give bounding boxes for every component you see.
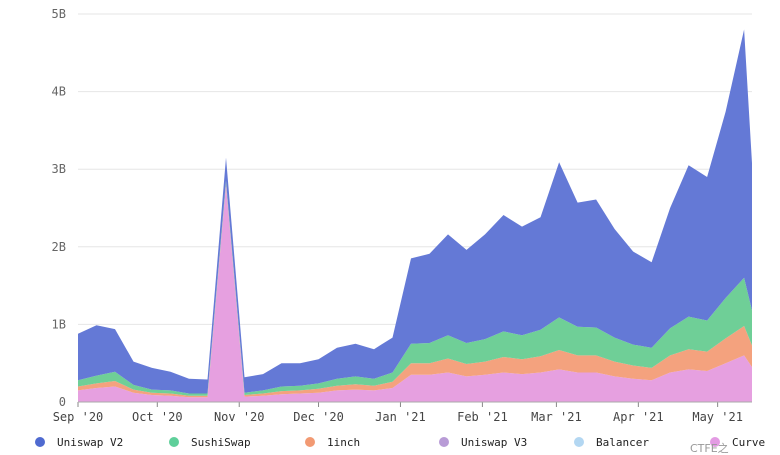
axes: 0 1B 2B 3B 4B 5B Sep '20 Oct '20 Nov '20 Dec '20 J… [52, 7, 752, 424]
x-tick-label: Jan '21 [375, 410, 426, 424]
y-tick-label: 3B [52, 162, 66, 176]
y-tick-label: 0 [59, 395, 66, 409]
area-series-group [78, 29, 752, 402]
legend-item-uniswap-v3: Uniswap V3 [439, 436, 527, 449]
legend-marker [574, 437, 584, 447]
x-tick-label: Nov '20 [214, 410, 265, 424]
legend-label: 1inch [327, 436, 360, 449]
x-tick-label: Dec '20 [293, 410, 344, 424]
legend-label: SushiSwap [191, 436, 251, 449]
x-tick-label: Apr '21 [613, 410, 664, 424]
legend-item-1inch: 1inch [305, 436, 360, 449]
x-tick-label: Sep '20 [53, 410, 104, 424]
legend-item-uniswap-v2: Uniswap V2 [35, 436, 123, 449]
x-tick-label: May '21 [692, 410, 743, 424]
y-tick-label: 1B [52, 317, 66, 331]
legend: Uniswap V2 SushiSwap 1inch Uniswap V3 Balanc… [35, 436, 765, 449]
x-tick-label: Feb '21 [457, 410, 508, 424]
area-curve [78, 184, 752, 402]
area-uniswap-v2 [78, 29, 752, 394]
legend-marker [35, 437, 45, 447]
area-sushiswap [78, 180, 752, 396]
legend-item-curve: Curve [710, 436, 765, 449]
y-tick-label: 4B [52, 85, 66, 99]
legend-marker [169, 437, 179, 447]
legend-item-balancer: Balancer [574, 436, 649, 449]
x-tick-label: Mar '21 [531, 410, 582, 424]
y-tick-label: 2B [52, 240, 66, 254]
legend-label: Uniswap V2 [57, 436, 123, 449]
watermark-text: CTFE之 [690, 441, 729, 455]
legend-marker [305, 437, 315, 447]
legend-label: Balancer [596, 436, 649, 449]
legend-marker [710, 437, 720, 447]
legend-item-sushiswap: SushiSwap [169, 436, 251, 449]
legend-label: Uniswap V3 [461, 436, 527, 449]
x-tick-label: Oct '20 [132, 410, 183, 424]
y-tick-label: 5B [52, 7, 66, 21]
legend-label: Curve [732, 436, 765, 449]
legend-marker [439, 437, 449, 447]
